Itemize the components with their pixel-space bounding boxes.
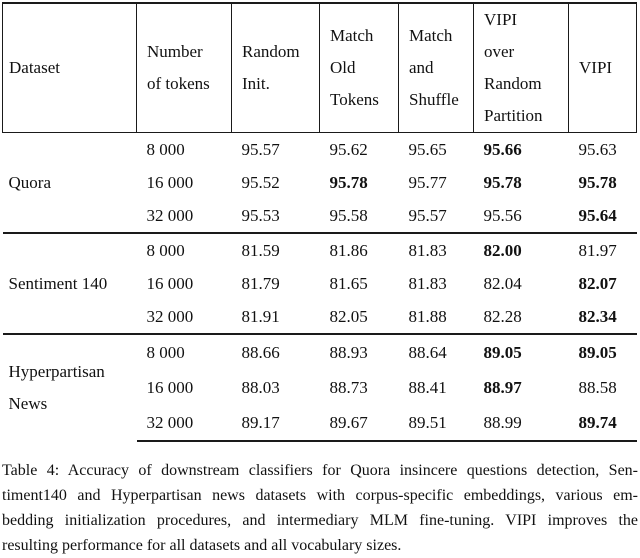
value-cell: 88.64 — [398, 333, 474, 370]
value-cell: 82.07 — [578, 273, 617, 293]
tokens-cell: 32 000 — [146, 306, 194, 326]
value-cell: 95.56 — [483, 205, 522, 225]
tokens-cell: 16 000 — [146, 273, 194, 293]
value-cell: 89.51 — [398, 405, 474, 442]
value-cell: 81.86 — [319, 232, 399, 267]
col-header-vipi-over-random-partition: VIPI over Random Partition — [473, 2, 569, 133]
table-row: 16 000 81.79 81.65 81.83 82.04 82.07 — [3, 267, 637, 300]
tokens-cell: 8 000 — [146, 139, 185, 159]
value-cell: 95.64 — [578, 205, 617, 225]
value-cell: 88.41 — [408, 377, 447, 397]
col-header-random-init: Random Init. — [231, 2, 320, 133]
table-row: 16 000 95.52 95.78 95.77 95.78 95.78 — [3, 166, 637, 199]
value-cell: 88.97 — [483, 377, 522, 397]
value-cell: 95.53 — [241, 205, 280, 225]
caption-line: timent140 and Hyperpartisan news dataset… — [2, 487, 638, 504]
dataset-label-quora: Quora — [8, 172, 51, 192]
value-cell: 95.58 — [329, 205, 368, 225]
col-header-match-old-tokens: Match Old Tokens — [319, 2, 399, 133]
value-cell: 82.05 — [329, 306, 368, 326]
value-cell: 81.91 — [241, 306, 280, 326]
value-cell: 81.97 — [568, 232, 637, 267]
tokens-cell: 8 000 — [136, 333, 232, 370]
value-cell: 89.67 — [319, 405, 399, 442]
value-cell: 95.78 — [329, 172, 368, 192]
table-row: 16 000 88.03 88.73 88.41 88.97 88.58 — [3, 370, 637, 405]
value-cell: 82.04 — [483, 273, 522, 293]
value-cell: 95.66 — [483, 139, 522, 159]
value-cell: 95.63 — [578, 139, 617, 159]
col-header-number-of-tokens: Number of tokens — [136, 2, 232, 133]
value-cell: 89.74 — [568, 405, 637, 442]
value-cell: 95.78 — [483, 172, 522, 192]
caption-line: Table 4: Accuracy of downstream classifi… — [2, 462, 638, 479]
value-cell: 89.05 — [568, 333, 637, 370]
value-cell: 82.34 — [578, 306, 617, 326]
value-cell: 81.83 — [408, 273, 447, 293]
value-cell: 95.52 — [241, 172, 280, 192]
tokens-cell: 32 000 — [136, 405, 232, 442]
value-cell: 88.66 — [231, 333, 320, 370]
caption-line: bedding initialization procedures, and i… — [2, 512, 638, 529]
value-cell: 81.88 — [408, 306, 447, 326]
table-body: Quora 8 000 95.57 95.62 95.65 95.66 95.6… — [2, 133, 637, 442]
value-cell: 89.05 — [473, 333, 569, 370]
col-header-match-and-shuffle: Match and Shuffle — [398, 2, 474, 133]
value-cell: 82.00 — [473, 232, 569, 267]
value-cell: 95.62 — [329, 139, 368, 159]
table-row: Sentiment 140 8 000 81.59 81.86 81.83 82… — [2, 232, 637, 334]
tokens-cell: 8 000 — [136, 232, 232, 267]
value-cell: 95.78 — [578, 172, 617, 192]
value-cell: 88.73 — [329, 377, 368, 397]
value-cell: 88.03 — [241, 377, 280, 397]
value-cell: 95.77 — [408, 172, 447, 192]
table-row: 32 000 81.91 82.05 81.88 82.28 82.34 — [3, 300, 637, 334]
value-cell: 88.99 — [473, 405, 569, 442]
col-header-dataset: Dataset — [2, 2, 137, 133]
value-cell: 81.65 — [329, 273, 368, 293]
table-header: Dataset Number of tokens Random Init. Ma… — [2, 2, 637, 133]
tokens-cell: 16 000 — [146, 377, 194, 397]
value-cell: 95.57 — [408, 205, 447, 225]
col-header-vipi: VIPI — [568, 2, 637, 133]
table-row: Quora 8 000 95.57 95.62 95.65 95.66 95.6… — [3, 133, 637, 192]
value-cell: 81.79 — [241, 273, 280, 293]
value-cell: 88.58 — [578, 377, 617, 397]
table-row: 32 000 95.53 95.58 95.57 95.56 95.64 — [3, 199, 637, 233]
table-row: 32 000 89.17 89.67 89.51 88.99 89.74 — [3, 405, 637, 442]
value-cell: 81.83 — [398, 232, 474, 267]
value-cell: 81.59 — [231, 232, 320, 267]
dataset-label-hyperpartisan-news: Hyperpartisan News — [2, 333, 137, 441]
value-cell: 95.65 — [408, 139, 447, 159]
tokens-cell: 32 000 — [146, 205, 194, 225]
header-row: Dataset Number of tokens Random Init. Ma… — [2, 2, 637, 133]
dataset-label-sentiment140: Sentiment 140 — [2, 232, 137, 334]
table-caption: Table 4: Accuracy of downstream classifi… — [2, 458, 638, 558]
tokens-cell: 16 000 — [146, 172, 194, 192]
table-row: Hyperpartisan News 8 000 88.66 88.93 88.… — [2, 333, 637, 441]
value-cell: 88.93 — [319, 333, 399, 370]
value-cell: 95.57 — [241, 139, 280, 159]
results-table: Dataset Number of tokens Random Init. Ma… — [2, 2, 637, 442]
value-cell: 89.17 — [231, 405, 320, 442]
value-cell: 82.28 — [483, 306, 522, 326]
